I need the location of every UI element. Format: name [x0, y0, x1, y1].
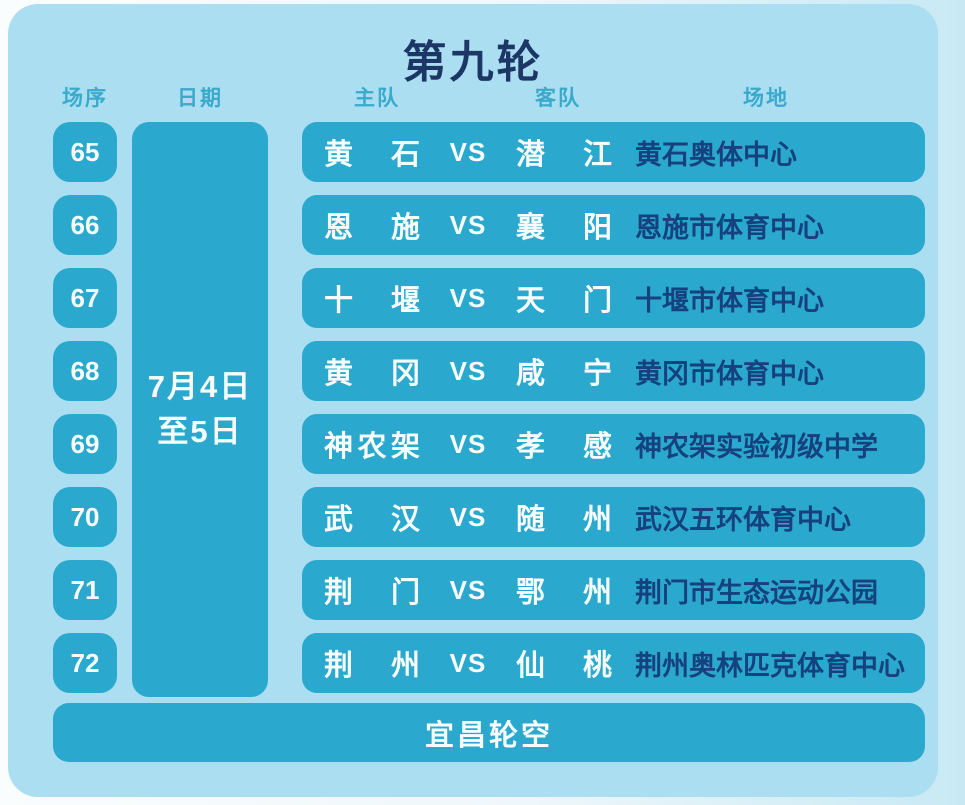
away-team: 鄂州	[516, 577, 612, 609]
away-team: 仙桃	[516, 650, 612, 682]
vs-label: VS	[449, 282, 487, 313]
bye-row: 宜昌轮空	[53, 703, 925, 762]
match-number: 65	[53, 122, 117, 182]
away-team: 孝感	[516, 431, 612, 463]
match-row: 荆州 VS 仙桃 荆州奥林匹克体育中心	[302, 633, 925, 693]
match-row: 黄石 VS 潜江 黄石奥体中心	[302, 122, 925, 182]
vs-label: VS	[449, 209, 487, 240]
match-number: 70	[53, 487, 117, 547]
venue: 十堰市体育中心	[635, 285, 824, 316]
date-box: 7月4日 至5日	[132, 122, 268, 697]
match-row: 黄冈 VS 咸宁 黄冈市体育中心	[302, 341, 925, 401]
venue: 荆门市生态运动公园	[635, 577, 878, 608]
match-number: 69	[53, 414, 117, 474]
column-header-order: 场序	[62, 87, 108, 110]
venue: 武汉五环体育中心	[635, 504, 851, 535]
venue: 恩施市体育中心	[635, 212, 824, 243]
home-team: 黄石	[324, 139, 420, 171]
away-team: 襄阳	[516, 212, 612, 244]
home-team: 十堰	[324, 285, 420, 317]
vs-label: VS	[449, 574, 487, 605]
home-team: 黄冈	[324, 358, 420, 390]
column-header-date: 日期	[177, 87, 223, 110]
schedule-panel: 第九轮 场序 日期 主队 客队 场地 65 66 67 68 69 70 71 …	[8, 4, 938, 797]
home-team: 武汉	[324, 504, 420, 536]
away-team: 咸宁	[516, 358, 612, 390]
column-header-away: 客队	[535, 87, 581, 110]
venue: 黄冈市体育中心	[635, 358, 824, 389]
match-row: 十堰 VS 天门 十堰市体育中心	[302, 268, 925, 328]
match-number: 67	[53, 268, 117, 328]
vs-label: VS	[449, 647, 487, 678]
venue: 神农架实验初级中学	[635, 431, 878, 462]
date-line2: 至5日	[157, 413, 243, 449]
vs-label: VS	[449, 355, 487, 386]
vs-label: VS	[449, 501, 487, 532]
column-header-home: 主队	[354, 87, 400, 110]
page-title: 第九轮	[402, 38, 544, 87]
match-number: 71	[53, 560, 117, 620]
match-number: 72	[53, 633, 117, 693]
match-row: 神农架 VS 孝感 神农架实验初级中学	[302, 414, 925, 474]
bye-label: 宜昌轮空	[424, 719, 553, 752]
vs-label: VS	[449, 136, 487, 167]
date-line1: 7月4日	[147, 368, 253, 404]
match-row: 恩施 VS 襄阳 恩施市体育中心	[302, 195, 925, 255]
away-team: 随州	[516, 504, 612, 536]
home-team: 神农架	[324, 431, 420, 463]
venue: 黄石奥体中心	[635, 139, 797, 170]
away-team: 潜江	[516, 139, 612, 171]
match-row: 武汉 VS 随州 武汉五环体育中心	[302, 487, 925, 547]
home-team: 荆门	[324, 577, 420, 609]
away-team: 天门	[516, 285, 612, 317]
vs-label: VS	[449, 428, 487, 459]
column-header-venue: 场地	[743, 87, 789, 110]
home-team: 恩施	[324, 212, 420, 244]
venue: 荆州奥林匹克体育中心	[635, 650, 905, 681]
match-number: 66	[53, 195, 117, 255]
match-row: 荆门 VS 鄂州 荆门市生态运动公园	[302, 560, 925, 620]
home-team: 荆州	[324, 650, 420, 682]
match-number: 68	[53, 341, 117, 401]
